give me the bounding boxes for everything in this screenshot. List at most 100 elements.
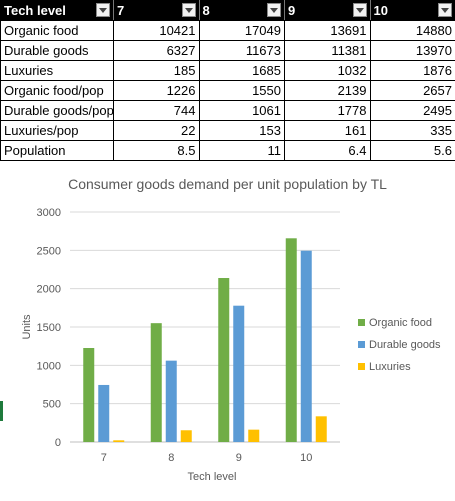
header-cell-7: 7 (113, 0, 200, 21)
legend-label: Luxuries (369, 361, 411, 373)
header-cell-8: 8 (198, 0, 285, 21)
chart-title: Consumer goods demand per unit populatio… (68, 176, 387, 192)
value-cell[interactable]: 5.6 (369, 140, 455, 161)
bar-organic-food-10[interactable] (285, 238, 297, 442)
filter-dropdown-button[interactable] (438, 3, 452, 17)
bar-luxuries-10[interactable] (315, 416, 327, 442)
legend-swatch (358, 363, 365, 370)
x-tick-label: 9 (236, 452, 242, 464)
y-tick-label: 3000 (37, 207, 61, 219)
value-cell[interactable]: 2139 (284, 80, 371, 101)
table-row: Luxuries 185 1685 1032 1876 (0, 60, 455, 81)
value-cell[interactable]: 1778 (284, 100, 371, 121)
value-cell[interactable]: 161 (284, 120, 371, 141)
table-row: Organic food 10421 17049 13691 14880 (0, 20, 455, 41)
value-cell[interactable]: 8.5 (113, 140, 200, 161)
bar-luxuries-8[interactable] (180, 430, 192, 442)
table-row: Durable goods 6327 11673 11381 13970 (0, 40, 455, 61)
row-label-cell[interactable]: Durable goods/pop (0, 100, 114, 121)
header-label: 10 (373, 3, 388, 18)
header-cell-9: 9 (284, 0, 371, 21)
value-cell[interactable]: 17049 (198, 20, 285, 41)
row-label-cell[interactable]: Organic food/pop (0, 80, 114, 101)
value-cell[interactable]: 13691 (284, 20, 371, 41)
legend: Organic food Durable goods Luxuries (358, 317, 441, 373)
value-cell[interactable]: 6.4 (284, 140, 371, 161)
header-label: Tech level (4, 3, 66, 18)
legend-swatch (358, 319, 365, 326)
value-cell[interactable]: 6327 (113, 40, 200, 61)
filter-dropdown-button[interactable] (181, 3, 196, 17)
value-cell[interactable]: 2495 (369, 100, 455, 121)
value-cell[interactable]: 1226 (113, 80, 200, 101)
filter-dropdown-button[interactable] (352, 3, 367, 17)
value-cell[interactable]: 11673 (198, 40, 285, 61)
y-tick-label: 1500 (37, 322, 61, 334)
header-label: 7 (117, 3, 125, 18)
bar-durable-goods-7[interactable] (98, 384, 110, 442)
row-label-cell[interactable]: Organic food (0, 20, 114, 41)
row-label-cell[interactable]: Luxuries/pop (0, 120, 114, 141)
value-cell[interactable]: 335 (369, 120, 455, 141)
chevron-down-icon (99, 7, 107, 13)
filter-dropdown-button[interactable] (96, 3, 110, 17)
header-label: 8 (202, 3, 210, 18)
value-cell[interactable]: 11 (198, 140, 285, 161)
bar-chart: 0 500 1000 1500 2000 2500 3000 7 8 9 10 Tech leve… (21, 207, 441, 483)
y-axis-ticks: 0 500 1000 1500 2000 2500 3000 (37, 207, 61, 449)
table-row: Organic food/pop 1226 1550 2139 2657 (0, 80, 455, 101)
value-cell[interactable]: 185 (113, 60, 200, 81)
row-label-cell[interactable]: Durable goods (0, 40, 114, 61)
y-tick-label: 0 (55, 437, 61, 449)
value-cell[interactable]: 153 (198, 120, 285, 141)
value-cell[interactable]: 14880 (369, 20, 455, 41)
x-axis-ticks: 7 8 9 10 (101, 452, 313, 464)
x-tick-label: 7 (101, 452, 107, 464)
header-row: Tech level 7 8 9 10 (0, 0, 455, 21)
bars (83, 238, 327, 442)
header-cell-tech-level: Tech level (0, 0, 114, 21)
value-cell[interactable]: 1685 (198, 60, 285, 81)
bar-durable-goods-10[interactable] (300, 250, 312, 442)
chevron-down-icon (184, 7, 193, 13)
bar-durable-goods-8[interactable] (165, 360, 177, 442)
row-label-cell[interactable]: Population (0, 140, 114, 161)
value-cell[interactable]: 744 (113, 100, 200, 121)
header-cell-10: 10 (369, 0, 455, 21)
bar-luxuries-9[interactable] (248, 429, 260, 442)
spreadsheet-table: Tech level 7 8 9 10 Organic food 10421 17049 13… (0, 0, 455, 165)
value-cell[interactable]: 1032 (284, 60, 371, 81)
y-tick-label: 1000 (37, 360, 61, 372)
bar-luxuries-7[interactable] (113, 440, 125, 442)
x-tick-label: 10 (300, 452, 312, 464)
table-body: Organic food 10421 17049 13691 14880 Durable … (0, 20, 455, 161)
chevron-down-icon (270, 7, 278, 13)
y-tick-label: 2000 (37, 284, 61, 296)
sheet-edge-marker (0, 401, 3, 421)
table-row: Luxuries/pop 22 153 161 335 (0, 120, 455, 141)
row-label-cell[interactable]: Luxuries (0, 60, 114, 81)
bar-organic-food-9[interactable] (218, 278, 230, 442)
x-tick-label: 8 (168, 452, 174, 464)
legend-swatch (358, 341, 365, 348)
header-label: 9 (288, 3, 296, 18)
x-axis-label: Tech level (188, 471, 237, 483)
table-row: Durable goods/pop 744 1061 1778 2495 (0, 100, 455, 121)
value-cell[interactable]: 22 (113, 120, 200, 141)
value-cell[interactable]: 2657 (369, 80, 455, 101)
filter-dropdown-button[interactable] (267, 3, 281, 17)
bar-durable-goods-9[interactable] (233, 305, 245, 442)
value-cell[interactable]: 13970 (369, 40, 455, 61)
value-cell[interactable]: 1876 (369, 60, 455, 81)
value-cell[interactable]: 1550 (198, 80, 285, 101)
value-cell[interactable]: 11381 (284, 40, 371, 61)
y-axis-label: Units (21, 314, 33, 340)
bar-organic-food-8[interactable] (150, 323, 162, 442)
bar-organic-food-7[interactable] (83, 348, 95, 442)
table-row: Population 8.5 11 6.4 5.6 (0, 140, 455, 161)
value-cell[interactable]: 10421 (113, 20, 200, 41)
y-tick-label: 2500 (37, 245, 61, 257)
value-cell[interactable]: 1061 (198, 100, 285, 121)
chevron-down-icon (355, 7, 364, 13)
data-table: Tech level 7 8 9 10 Organic food 10421 17049 13… (0, 0, 455, 161)
